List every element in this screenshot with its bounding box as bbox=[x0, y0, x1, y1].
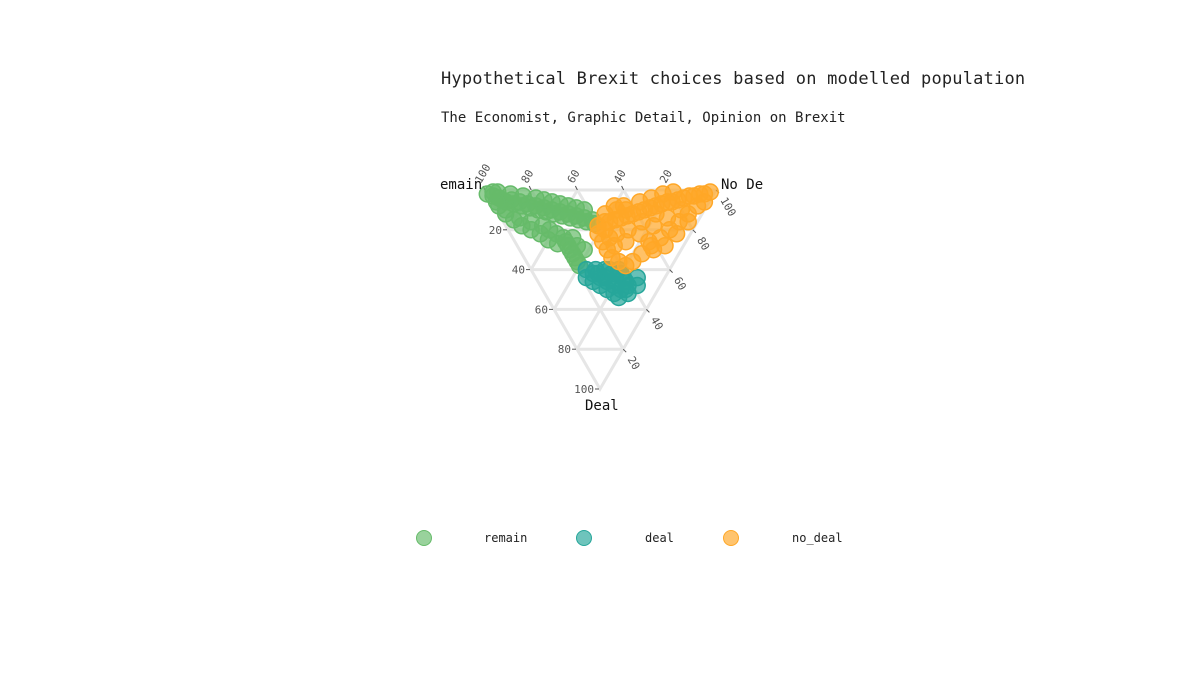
legend-swatch-deal bbox=[576, 530, 592, 546]
data-point-no-deal bbox=[656, 236, 674, 255]
data-point-remain bbox=[575, 201, 594, 219]
data-point-no-deal bbox=[664, 183, 683, 201]
data-point-deal bbox=[584, 264, 603, 283]
tick-label-no-deal: 100 bbox=[717, 195, 738, 219]
chart-title: Hypothetical Brexit choices based on mod… bbox=[441, 69, 1026, 89]
data-point-no-deal bbox=[640, 232, 658, 251]
data-point-no-deal bbox=[607, 225, 626, 243]
tick-label-deal: 60 bbox=[535, 303, 548, 316]
data-point-no-deal bbox=[695, 193, 714, 211]
axis-title-deal: Deal bbox=[585, 398, 619, 414]
tick-label-deal: 80 bbox=[558, 343, 571, 356]
tick-label-no-deal: 40 bbox=[648, 314, 666, 332]
tick-mark-no-deal bbox=[622, 348, 627, 353]
data-point-remain bbox=[575, 240, 593, 259]
legend-swatch-no-deal bbox=[723, 530, 739, 546]
data-point-remain bbox=[484, 183, 502, 201]
legend-swatch-remain bbox=[416, 530, 432, 546]
tick-mark-no-deal bbox=[669, 269, 673, 273]
legend-label-remain: remain bbox=[484, 531, 528, 545]
legend-label-no-deal: no_deal bbox=[792, 531, 843, 545]
chart-subtitle: The Economist, Graphic Detail, Opinion o… bbox=[441, 110, 846, 126]
tick-label-no-deal: 60 bbox=[671, 275, 689, 293]
tick-label-deal: 20 bbox=[489, 224, 502, 237]
tick-mark-remain bbox=[528, 185, 532, 191]
data-point-no-deal bbox=[667, 225, 686, 243]
data-point-no-deal bbox=[647, 205, 665, 223]
tick-mark-no-deal bbox=[646, 309, 650, 313]
tick-mark-no-deal bbox=[692, 229, 697, 234]
tick-label-remain: 80 bbox=[519, 168, 537, 186]
tick-label-deal: 40 bbox=[512, 264, 525, 277]
tick-label-remain: 20 bbox=[657, 168, 675, 186]
tick-label-remain: 60 bbox=[565, 168, 583, 186]
legend-label-deal: deal bbox=[645, 531, 674, 545]
axis-title-remain: emain bbox=[440, 177, 482, 193]
series-no-deal bbox=[589, 183, 719, 275]
data-point-no-deal bbox=[679, 213, 697, 231]
data-point-no-deal bbox=[633, 213, 651, 231]
data-point-no-deal bbox=[607, 201, 626, 219]
tick-label-no-deal: 80 bbox=[694, 235, 712, 253]
tick-label-remain: 40 bbox=[611, 168, 629, 186]
data-point-deal bbox=[616, 280, 635, 299]
tick-label-deal: 100 bbox=[574, 383, 594, 396]
tick-mark-remain bbox=[574, 185, 578, 191]
tick-mark-remain bbox=[621, 185, 625, 191]
axis-title-no-deal: No De bbox=[721, 177, 763, 193]
triangle-frame bbox=[482, 188, 719, 392]
ternary-points bbox=[478, 183, 719, 307]
tick-label-no-deal: 20 bbox=[625, 354, 643, 372]
